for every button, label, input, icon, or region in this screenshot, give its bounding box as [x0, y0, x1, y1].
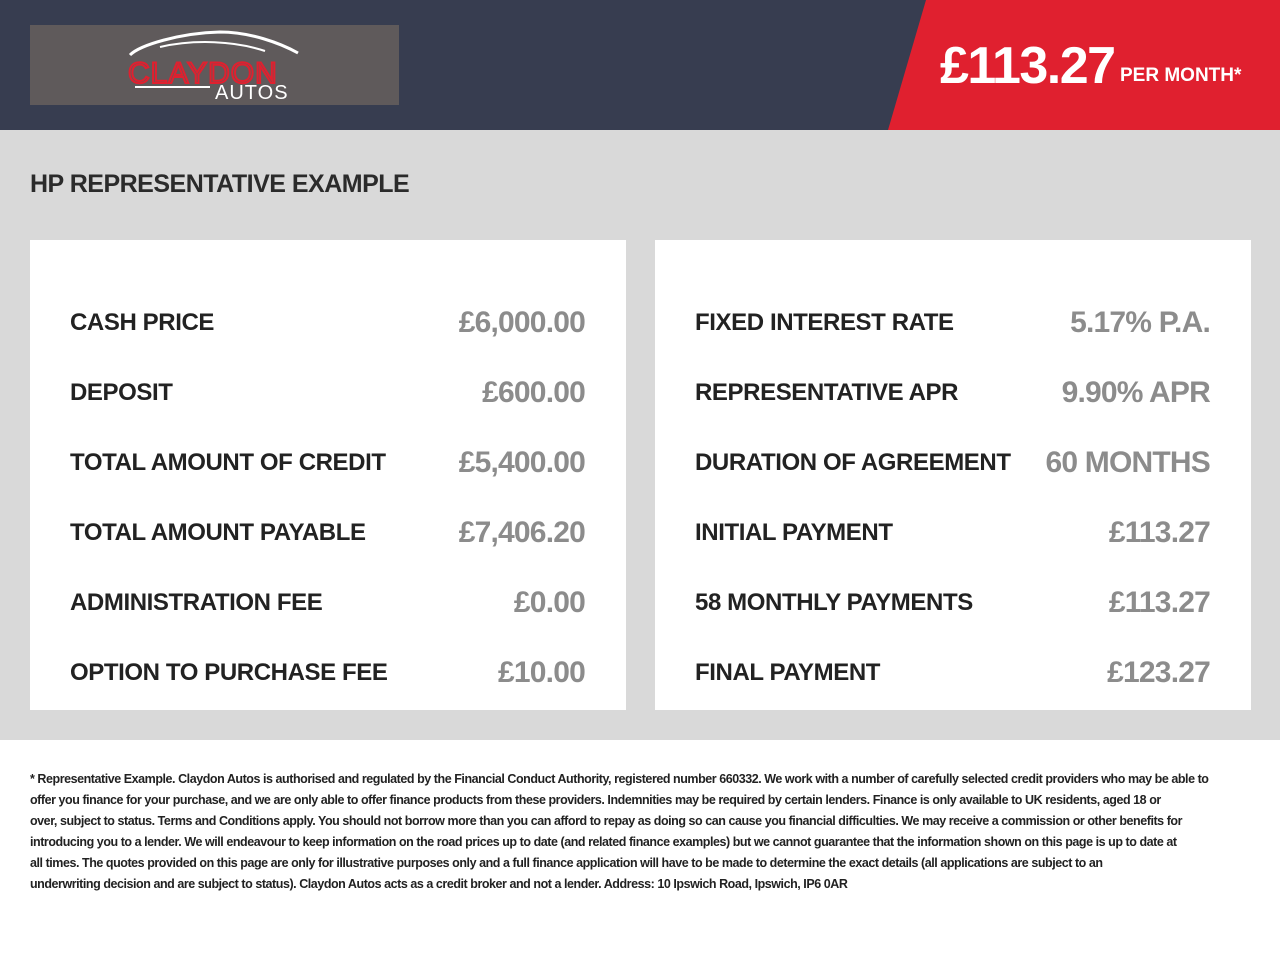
header: CLAYDON AUTOS £113.27 PER MONTH*	[0, 0, 1280, 130]
finance-row: TOTAL AMOUNT OF CREDIT £5,400.00	[70, 428, 586, 498]
finance-value: £113.27	[1108, 516, 1211, 549]
finance-label: 58 MONTHLY PAYMENTS	[695, 589, 973, 616]
disclaimer-line: underwriting decision and are subject to…	[30, 877, 848, 891]
finance-card-right: FIXED INTEREST RATE 5.17% P.A. REPRESENTAT…	[655, 240, 1251, 710]
finance-row: FINAL PAYMENT £123.27	[695, 638, 1211, 708]
finance-label: DURATION OF AGREEMENT	[695, 449, 1011, 476]
finance-row: DEPOSIT £600.00	[70, 358, 586, 428]
finance-label: CASH PRICE	[70, 309, 215, 336]
svg-text:CLAYDON: CLAYDON	[128, 57, 278, 90]
finance-row: CASH PRICE £6,000.00	[70, 288, 586, 358]
disclaimer-line: over, subject to status. Terms and Condi…	[30, 814, 1183, 828]
disclaimer-line: introducing you to a lender. We will end…	[30, 835, 1177, 849]
monthly-price-banner	[888, 0, 1280, 130]
finance-row: INITIAL PAYMENT £113.27	[695, 498, 1211, 568]
disclaimer-line: offer you finance for your purchase, and…	[30, 793, 1161, 807]
finance-label: FINAL PAYMENT	[695, 659, 881, 686]
finance-value: £123.27	[1107, 656, 1211, 689]
finance-value: £7,406.20	[458, 516, 586, 549]
finance-value: £5,400.00	[458, 446, 586, 479]
finance-label: DEPOSIT	[70, 379, 173, 406]
per-month-label: PER MONTH*	[1120, 65, 1242, 86]
finance-value: 9.90% APR	[1061, 376, 1211, 409]
finance-value: 5.17% P.A.	[1070, 306, 1211, 339]
finance-label: TOTAL AMOUNT PAYABLE	[70, 519, 366, 546]
finance-value: 60 MONTHS	[1045, 446, 1211, 479]
finance-example-section: HP REPRESENTATIVE EXAMPLE CASH PRICE £6,0…	[0, 130, 1280, 740]
finance-label: FIXED INTEREST RATE	[695, 309, 954, 336]
finance-value: £113.27	[1108, 586, 1211, 619]
finance-value: £0.00	[513, 586, 586, 619]
finance-row: DURATION OF AGREEMENT 60 MONTHS	[695, 428, 1211, 498]
claydon-autos-logo: CLAYDON AUTOS	[30, 25, 399, 105]
finance-value: £600.00	[482, 376, 586, 409]
finance-row: FIXED INTEREST RATE 5.17% P.A.	[695, 288, 1211, 358]
finance-row: 58 MONTHLY PAYMENTS £113.27	[695, 568, 1211, 638]
disclaimer-line: * Representative Example. Claydon Autos …	[30, 772, 1209, 786]
finance-row: TOTAL AMOUNT PAYABLE £7,406.20	[70, 498, 586, 568]
finance-label: REPRESENTATIVE APR	[695, 379, 959, 406]
svg-text:AUTOS: AUTOS	[215, 82, 289, 104]
finance-label: OPTION TO PURCHASE FEE	[70, 659, 388, 686]
finance-card-left: CASH PRICE £6,000.00 DEPOSIT £600.00 TOTAL A…	[30, 240, 626, 710]
finance-value: £6,000.00	[458, 306, 586, 339]
finance-row: REPRESENTATIVE APR 9.90% APR	[695, 358, 1211, 428]
page-title: HP REPRESENTATIVE EXAMPLE	[30, 170, 410, 198]
finance-label: INITIAL PAYMENT	[695, 519, 893, 546]
disclaimer-line: all times. The quotes provided on this p…	[30, 856, 1103, 870]
finance-label: ADMINISTRATION FEE	[70, 589, 323, 616]
finance-value: £10.00	[498, 656, 586, 689]
disclaimer-text: * Representative Example. Claydon Autos …	[30, 769, 1209, 895]
finance-row: OPTION TO PURCHASE FEE £10.00	[70, 638, 586, 708]
finance-label: TOTAL AMOUNT OF CREDIT	[70, 449, 386, 476]
monthly-price: £113.27	[940, 37, 1116, 95]
finance-row: ADMINISTRATION FEE £0.00	[70, 568, 586, 638]
